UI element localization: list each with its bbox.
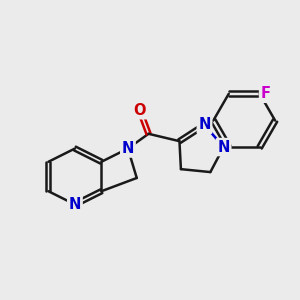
Text: F: F (261, 86, 271, 101)
Text: N: N (198, 118, 211, 133)
Text: N: N (122, 141, 134, 156)
Text: N: N (218, 140, 230, 154)
Text: N: N (69, 197, 81, 212)
Text: O: O (134, 103, 146, 118)
